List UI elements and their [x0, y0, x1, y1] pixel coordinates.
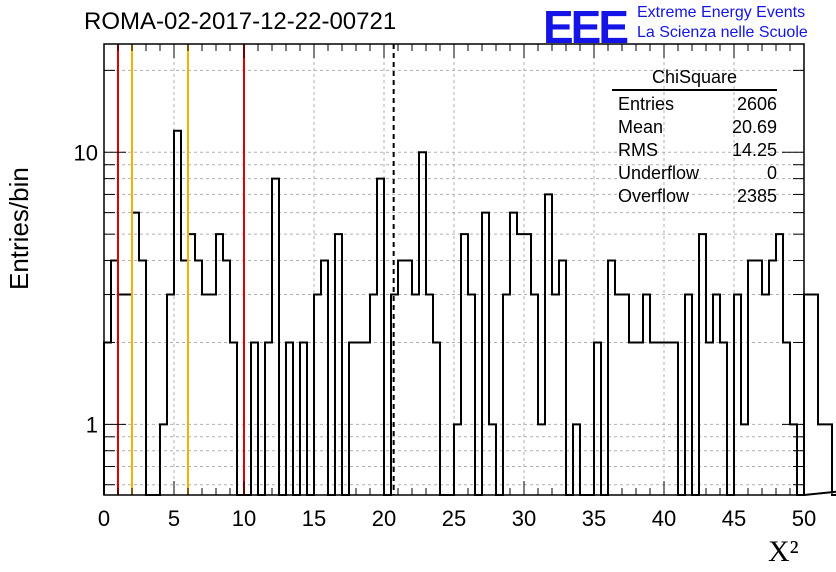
- stats-label: Underflow: [618, 163, 700, 183]
- x-tick-label: 0: [98, 506, 110, 531]
- stats-row-mean: Mean 20.69: [612, 116, 777, 139]
- y-tick-label: 1: [86, 412, 98, 437]
- x-tick-label: 45: [722, 506, 746, 531]
- stats-label: Overflow: [618, 186, 690, 206]
- x-tick-label: 5: [168, 506, 180, 531]
- stats-row-entries: Entries 2606: [612, 93, 777, 116]
- plot-title: ROMA-02-2017-12-22-00721: [84, 8, 397, 35]
- logo-line-1: Extreme Energy Events: [637, 4, 806, 21]
- histogram-series: [103, 129, 836, 496]
- stats-box: ChiSquare Entries 2606 Mean 20.69 RMS 14…: [612, 67, 777, 208]
- y-tick-label: 10: [74, 140, 98, 165]
- y-axis-label: Entries/bin: [4, 167, 34, 290]
- stats-value: 2385: [736, 186, 777, 206]
- stats-value: 20.69: [731, 117, 777, 137]
- stats-value: 2606: [736, 94, 777, 114]
- stats-label: Entries: [618, 94, 675, 114]
- stats-value: 0: [766, 163, 777, 183]
- stats-row-rms: RMS 14.25: [612, 139, 777, 162]
- x-axis-label: X²: [768, 535, 799, 568]
- stats-row-underflow: Underflow 0: [612, 162, 777, 185]
- stats-label: RMS: [618, 140, 658, 160]
- stats-title: ChiSquare: [612, 67, 777, 91]
- x-tick-label: 25: [442, 506, 466, 531]
- stats-label: Mean: [618, 117, 664, 137]
- x-tick-label: 35: [582, 506, 606, 531]
- x-tick-label: 30: [512, 506, 536, 531]
- x-tick-label: 20: [372, 506, 396, 531]
- eee-logo: EEE: [543, 1, 629, 53]
- x-tick-label: 15: [302, 506, 326, 531]
- stats-value: 14.25: [731, 140, 777, 160]
- x-tick-label: 50: [792, 506, 816, 531]
- logo-line-2: La Scienza nelle Scuole: [637, 24, 808, 41]
- stats-row-overflow: Overflow 2385: [612, 185, 777, 208]
- x-tick-label: 10: [232, 506, 256, 531]
- x-tick-label: 40: [652, 506, 676, 531]
